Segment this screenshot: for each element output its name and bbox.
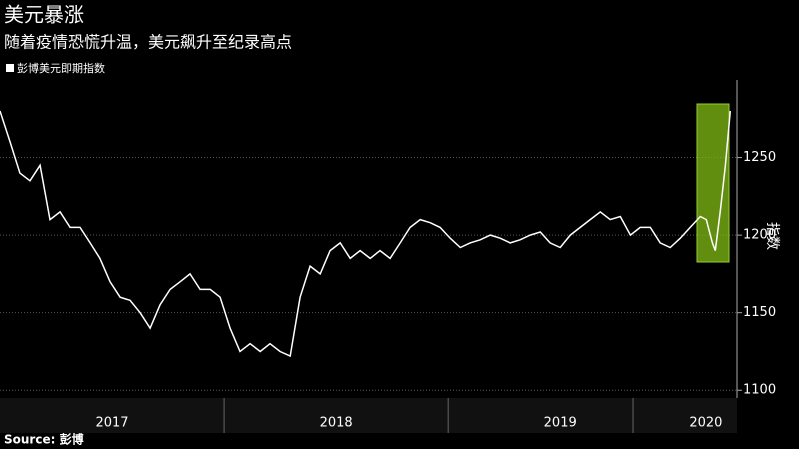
y-tick-label: 1200 — [743, 228, 776, 243]
legend-swatch — [6, 64, 14, 72]
y-axis-label: 指数 — [764, 222, 780, 250]
highlight-box — [696, 103, 730, 263]
x-tick-label: 2017 — [95, 416, 128, 431]
legend-label: 彭博美元即期指数 — [17, 61, 105, 75]
x-axis-band — [0, 398, 737, 433]
y-tick-label: 1250 — [743, 150, 776, 165]
chart-subtitle: 随着疫情恐慌升温，美元飙升至纪录高点 — [4, 33, 292, 52]
line — [0, 110, 732, 358]
y-tick-label: 1100 — [743, 383, 776, 398]
x-tick-label: 2018 — [320, 416, 353, 431]
x-tick-label: 2019 — [544, 416, 577, 431]
chart-title: 美元暴涨 — [4, 3, 84, 27]
x-tick-label: 2020 — [689, 416, 722, 431]
y-tick-label: 1150 — [743, 305, 776, 320]
source: Source: 彭博 — [4, 432, 84, 447]
